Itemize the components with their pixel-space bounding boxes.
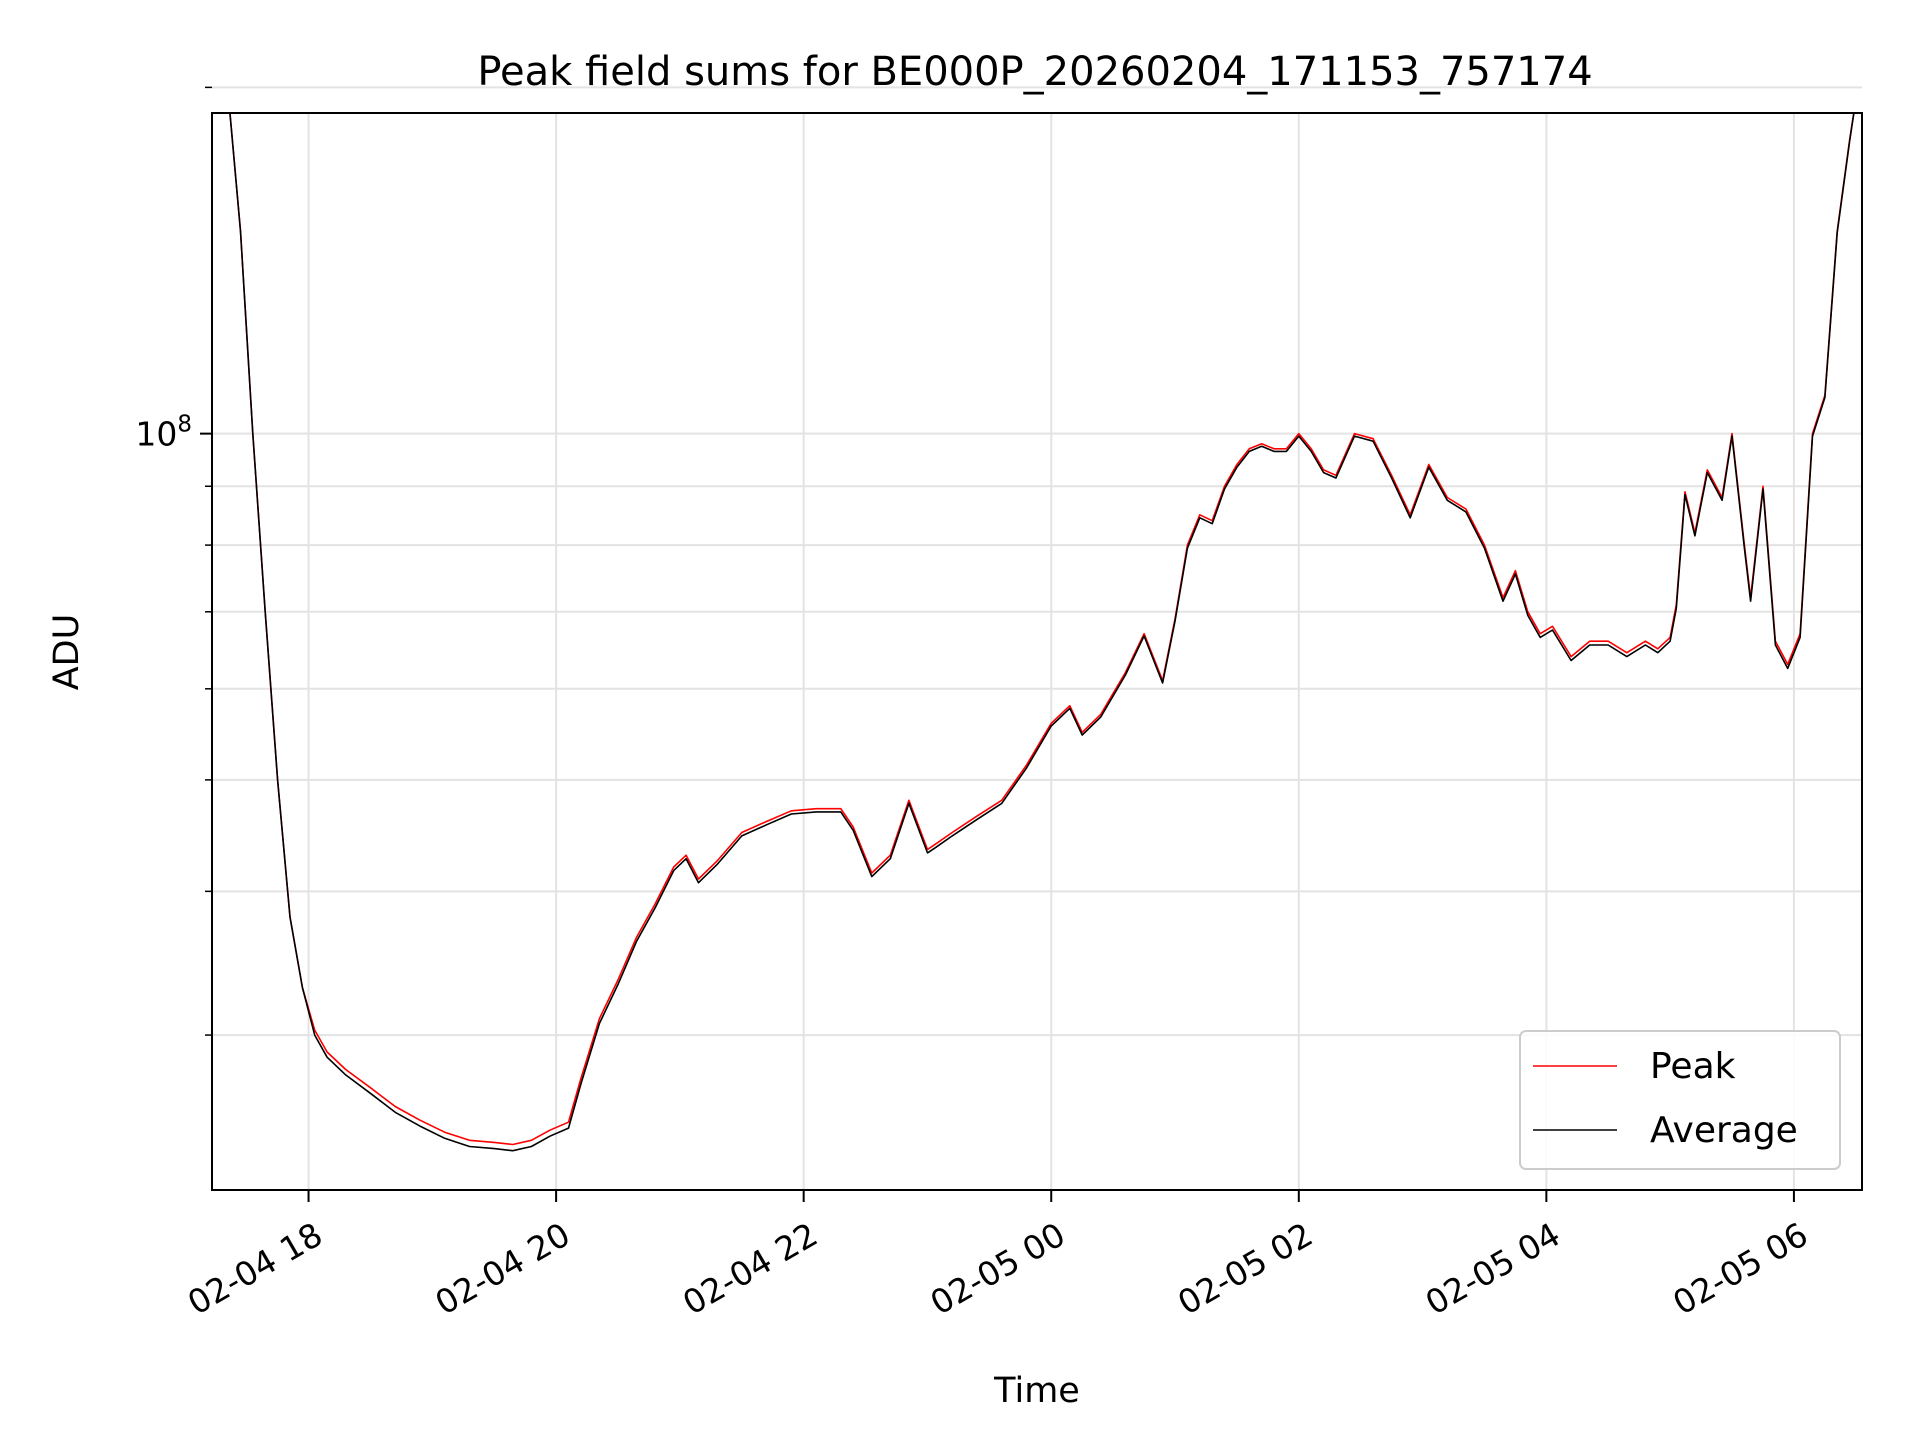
legend-label-average: Average	[1650, 1110, 1798, 1151]
series-line-average	[229, 113, 1855, 1152]
legend: Peak Average	[1519, 1030, 1841, 1170]
x-axis-label: Time	[993, 1371, 1080, 1411]
legend-label-peak: Peak	[1650, 1046, 1736, 1087]
grid	[212, 86, 1862, 1190]
y-axis-label: ADU	[47, 614, 87, 691]
plot-frame	[211, 112, 1863, 1191]
y-tick-label: 108	[135, 412, 192, 454]
plot-lines	[229, 113, 1855, 1152]
